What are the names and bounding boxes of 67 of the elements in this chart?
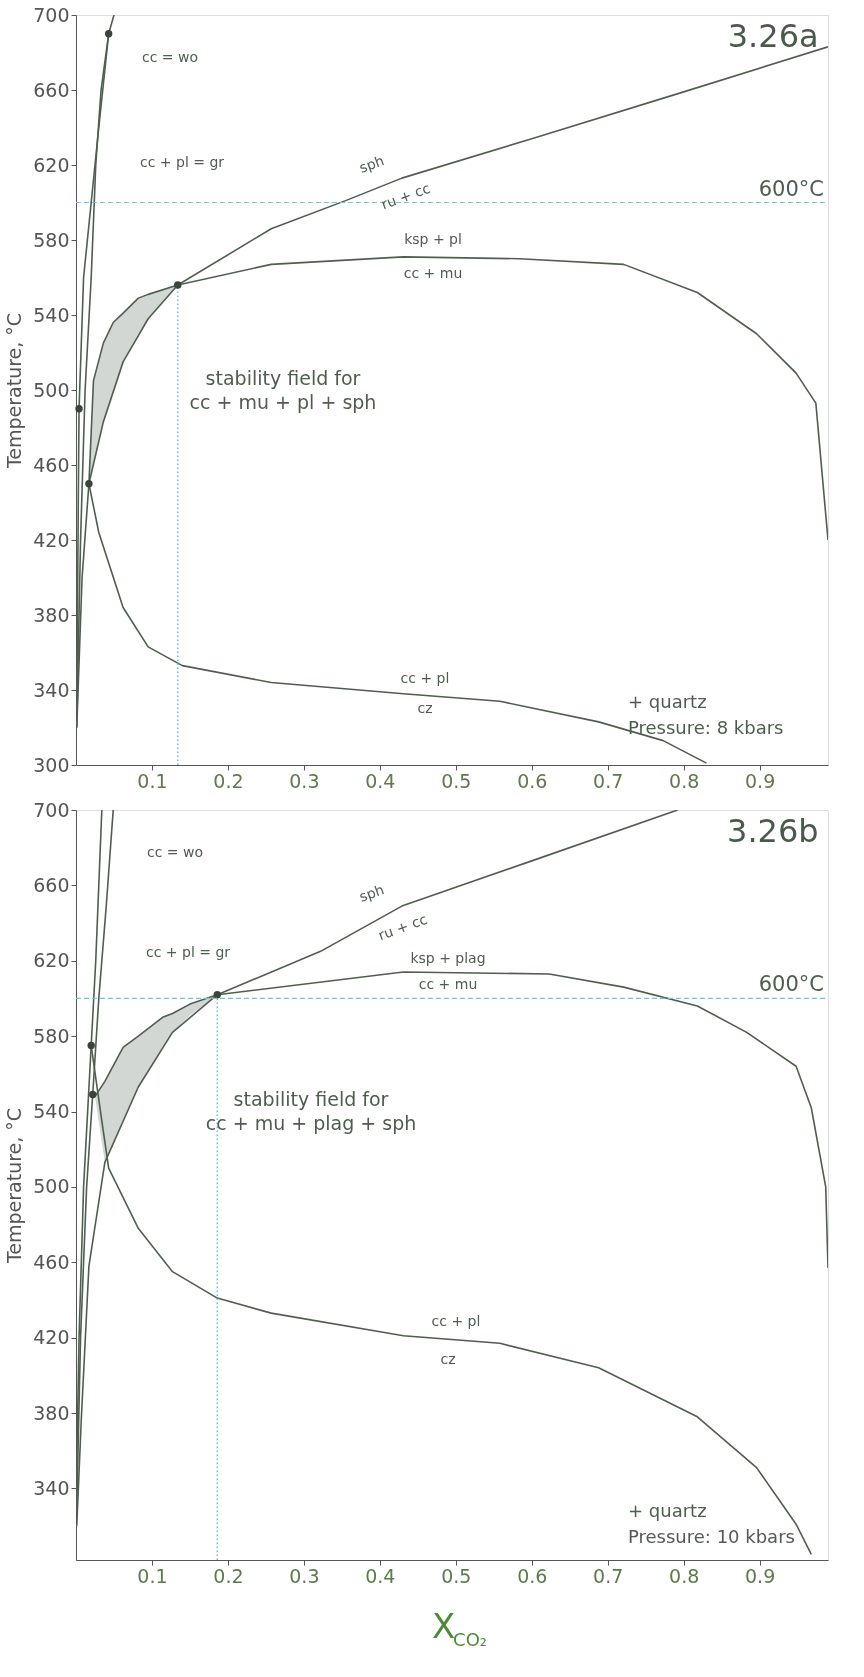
annotation: cz (417, 700, 433, 716)
x-tick-label: 0.5 (441, 769, 472, 792)
x-tick-label: 0.5 (441, 1564, 472, 1587)
x-tick-label: 0.6 (517, 769, 548, 792)
y-tick-label: 420 (33, 528, 70, 551)
x-tick-label: 0.4 (365, 1564, 396, 1587)
y-tick-label: 380 (33, 603, 70, 626)
x-tick-label: 0.8 (669, 1564, 700, 1587)
y-tick-label: 660 (33, 873, 70, 896)
chart-title: 3.26a (727, 17, 819, 55)
y-tick-label: 580 (33, 228, 70, 251)
x-tick-label: 0.1 (137, 769, 168, 792)
chart-title: 3.26b (727, 812, 819, 850)
x-tick-label: 0.2 (213, 1564, 244, 1587)
annotation: ru + cc (376, 910, 430, 944)
y-tick-label: 620 (33, 153, 70, 176)
annotation: cc + pl (431, 1313, 481, 1329)
x-tick-label: 0.9 (745, 1564, 776, 1587)
annotation: cc + pl = gr (139, 154, 225, 170)
ref-line-label: 600°C (758, 176, 824, 201)
x-tick-label: 0.2 (213, 769, 244, 792)
annotation: + quartz (628, 1500, 707, 1521)
y-tick-label: 540 (33, 1100, 70, 1123)
y-tick-label: 500 (33, 1175, 70, 1198)
x-tick-label: 0.6 (517, 1564, 548, 1587)
annotation: cc = wo (146, 844, 204, 860)
y-tick-label: 340 (33, 678, 70, 701)
annotation: ksp + pl (404, 231, 462, 247)
y-tick-label: 460 (33, 1250, 70, 1273)
annotation: cz (440, 1351, 456, 1367)
x-tick-label: 0.7 (593, 769, 624, 792)
annotation: Pressure: 8 kbars (628, 717, 784, 738)
annotation: stability field for cc + mu + pl + sph (189, 367, 377, 413)
annotation: cc + pl (400, 670, 450, 686)
annotation: sph (357, 152, 387, 176)
annotation: cc + mu (403, 265, 463, 281)
y-tick-label: 460 (33, 453, 70, 476)
y-tick-label: 540 (33, 303, 70, 326)
annotation: cc = wo (141, 49, 199, 65)
x-tick-label: 0.8 (669, 769, 700, 792)
x-tick-label: 0.9 (745, 769, 776, 792)
y-axis-title: Temperature, °C (3, 1107, 26, 1265)
annotation: + quartz (628, 691, 707, 712)
y-tick-label: 340 (33, 1476, 70, 1499)
annotation: stability field for cc + mu + plag + sph (205, 1088, 417, 1134)
y-tick-label: 700 (33, 798, 70, 821)
annotation: sph (357, 881, 387, 905)
y-tick-label: 700 (33, 3, 70, 26)
y-tick-label: 300 (33, 753, 70, 776)
x-tick-label: 0.1 (137, 1564, 168, 1587)
y-tick-label: 660 (33, 78, 70, 101)
x-tick-label: 0.7 (593, 1564, 624, 1587)
y-tick-label: 420 (33, 1326, 70, 1349)
x-tick-label: 0.4 (365, 769, 396, 792)
y-tick-label: 500 (33, 378, 70, 401)
y-tick-label: 580 (33, 1024, 70, 1047)
x-tick-label: 0.3 (289, 1564, 320, 1587)
ref-line-label: 600°C (758, 972, 824, 997)
y-axis-title: Temperature, °C (3, 312, 26, 470)
annotation: cc + pl = gr (145, 944, 231, 960)
x-tick-label: 0.3 (289, 769, 320, 792)
annotation: ru + cc (379, 179, 433, 213)
annotation: cc + mu (418, 976, 478, 992)
annotation: ksp + plag (410, 950, 486, 966)
y-tick-label: 380 (33, 1401, 70, 1424)
annotation: Pressure: 10 kbars (628, 1526, 795, 1547)
y-tick-label: 620 (33, 949, 70, 972)
